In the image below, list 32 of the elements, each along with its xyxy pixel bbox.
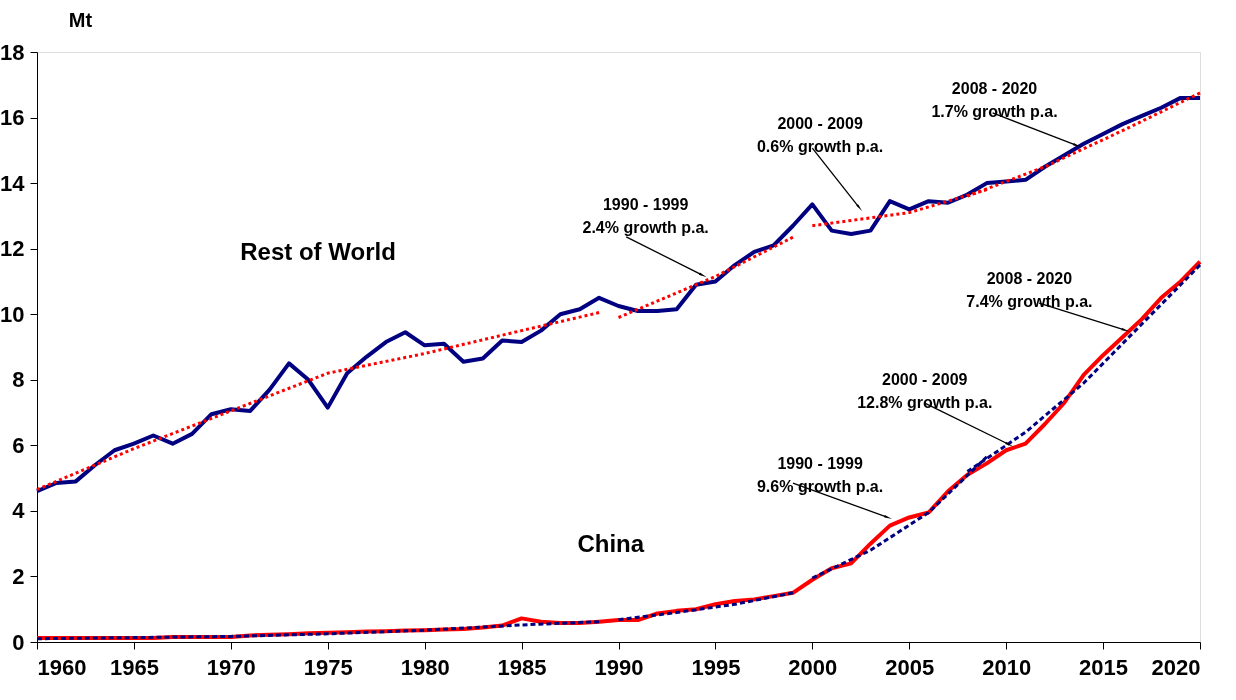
x-tick-label: 1970 bbox=[206, 654, 256, 680]
y-tick-label: 16 bbox=[0, 105, 25, 131]
x-tick-label: 2005 bbox=[885, 654, 935, 680]
y-tick-label: 2 bbox=[12, 563, 25, 589]
y-tick-label: 4 bbox=[12, 498, 26, 524]
x-tick-label: 2010 bbox=[982, 654, 1032, 680]
x-tick-label: 1960 bbox=[37, 654, 87, 680]
y-tick-label: 14 bbox=[0, 170, 26, 196]
text: Rest of World bbox=[240, 237, 396, 265]
annotation: 1990 - 1999 9.6% growth p.a. bbox=[756, 455, 884, 496]
x-tick-label: 1980 bbox=[400, 654, 450, 680]
x-tick-label: 2000 bbox=[788, 654, 838, 680]
x-tick-label: 1995 bbox=[691, 654, 741, 680]
y-tick-label: 10 bbox=[0, 301, 25, 327]
y-tick-label: 18 bbox=[0, 39, 25, 65]
annotation: 2008 - 2020 1.7% growth p.a. bbox=[931, 80, 1058, 121]
y-tick-label: 0 bbox=[12, 629, 25, 655]
annotation: 2000 - 2009 0.6% growth p.a. bbox=[756, 115, 884, 156]
x-tick-label: 1965 bbox=[109, 654, 159, 680]
x-tick-label: 1990 bbox=[594, 654, 644, 680]
x-tick-label: 2020 bbox=[1151, 654, 1201, 680]
x-tick-label: 1985 bbox=[497, 654, 547, 680]
y-axis-title: Mt bbox=[68, 8, 93, 31]
y-tick-label: 6 bbox=[12, 432, 25, 458]
y-tick-label: 8 bbox=[12, 367, 25, 393]
annotation: 1990 - 1999 2.4% growth p.a. bbox=[582, 196, 709, 237]
x-tick-label: 2015 bbox=[1079, 654, 1129, 680]
y-tick-label: 12 bbox=[0, 236, 25, 262]
text: China bbox=[577, 530, 645, 558]
annotation: 2008 - 2020 7.4% growth p.a. bbox=[966, 270, 1093, 311]
annotation: 2000 - 2009 12.8% growth p.a. bbox=[857, 370, 993, 411]
x-tick-label: 1975 bbox=[303, 654, 353, 680]
